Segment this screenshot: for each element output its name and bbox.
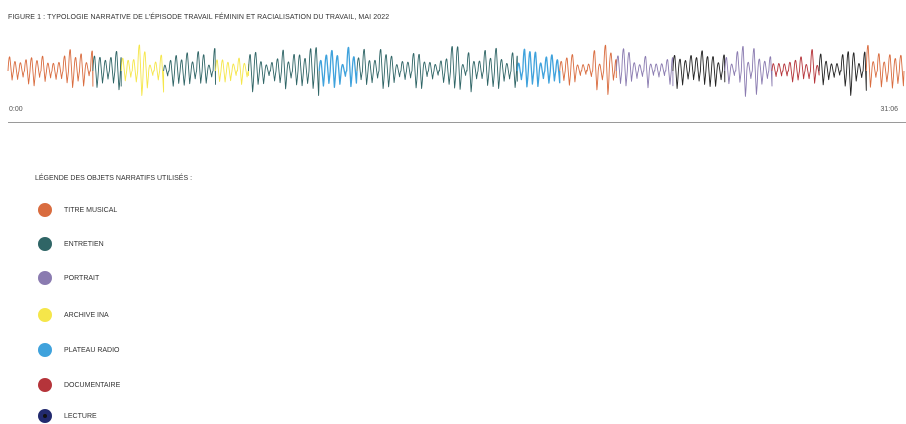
waveform-segment-plateau-radio — [318, 46, 358, 88]
legend-item-archive-ina: ARCHIVE INA — [38, 307, 109, 323]
waveform-segment-archive-ina — [120, 44, 165, 96]
waveform-segment-entretien — [248, 47, 320, 96]
documentaire-swatch-icon — [38, 378, 52, 392]
legend-label: PORTRAIT — [64, 274, 100, 282]
legend-label: ARCHIVE INA — [64, 311, 109, 319]
waveform-segment-titre-musical — [559, 44, 617, 95]
legend-label: DOCUMENTAIRE — [64, 381, 121, 389]
legend-item-titre-musical: TITRE MUSICAL — [38, 202, 117, 218]
figure-title: FIGURE 1 : TYPOLOGIE NARRATIVE DE L’ÉPIS… — [8, 14, 390, 21]
legend-item-portrait: PORTRAIT — [38, 270, 99, 286]
waveform-segment-entretien — [92, 50, 122, 91]
plateau-radio-swatch-icon — [38, 343, 52, 357]
waveform-svg — [7, 44, 905, 97]
titre-musical-swatch-icon — [38, 203, 52, 217]
lecture-dot-icon — [43, 414, 47, 418]
timeline-start-label: 0:00 — [9, 106, 23, 113]
waveform-segment-portrait — [724, 45, 773, 97]
lecture-swatch-icon — [38, 409, 52, 423]
timeline-axis-line — [8, 122, 906, 123]
legend-item-documentaire: DOCUMENTAIRE — [38, 377, 120, 393]
legend-label: PLATEAU RADIO — [64, 346, 120, 354]
waveform-segment-archive-ina — [215, 57, 249, 85]
waveform-segment-lecture — [672, 50, 726, 89]
legend-label: TITRE MUSICAL — [64, 206, 118, 214]
portrait-swatch-icon — [38, 271, 52, 285]
waveform-segment-titre-musical — [865, 44, 905, 89]
waveform-segment-documentaire — [771, 49, 820, 84]
legend-label: LECTURE — [64, 412, 97, 420]
waveform-segment-entretien — [163, 48, 216, 87]
waveform-segment-plateau-radio — [516, 48, 561, 88]
archive-ina-swatch-icon — [38, 308, 52, 322]
timeline-end-label: 31:06 — [880, 106, 898, 113]
legend-item-entretien: ENTRETIEN — [38, 236, 104, 252]
legend-title: LÉGENDE DES OBJETS NARRATIFS UTILISÉS : — [35, 175, 193, 182]
waveform-segment-lecture — [818, 51, 867, 96]
entretien-swatch-icon — [38, 237, 52, 251]
legend-item-plateau-radio: PLATEAU RADIO — [38, 342, 120, 358]
waveform-segment-titre-musical — [7, 49, 94, 88]
legend-item-lecture: LECTURE — [38, 408, 97, 424]
waveform-segment-entretien — [356, 45, 518, 93]
legend-label: ENTRETIEN — [64, 240, 104, 248]
waveform-segment-portrait — [615, 48, 674, 89]
narrative-waveform — [0, 40, 906, 102]
